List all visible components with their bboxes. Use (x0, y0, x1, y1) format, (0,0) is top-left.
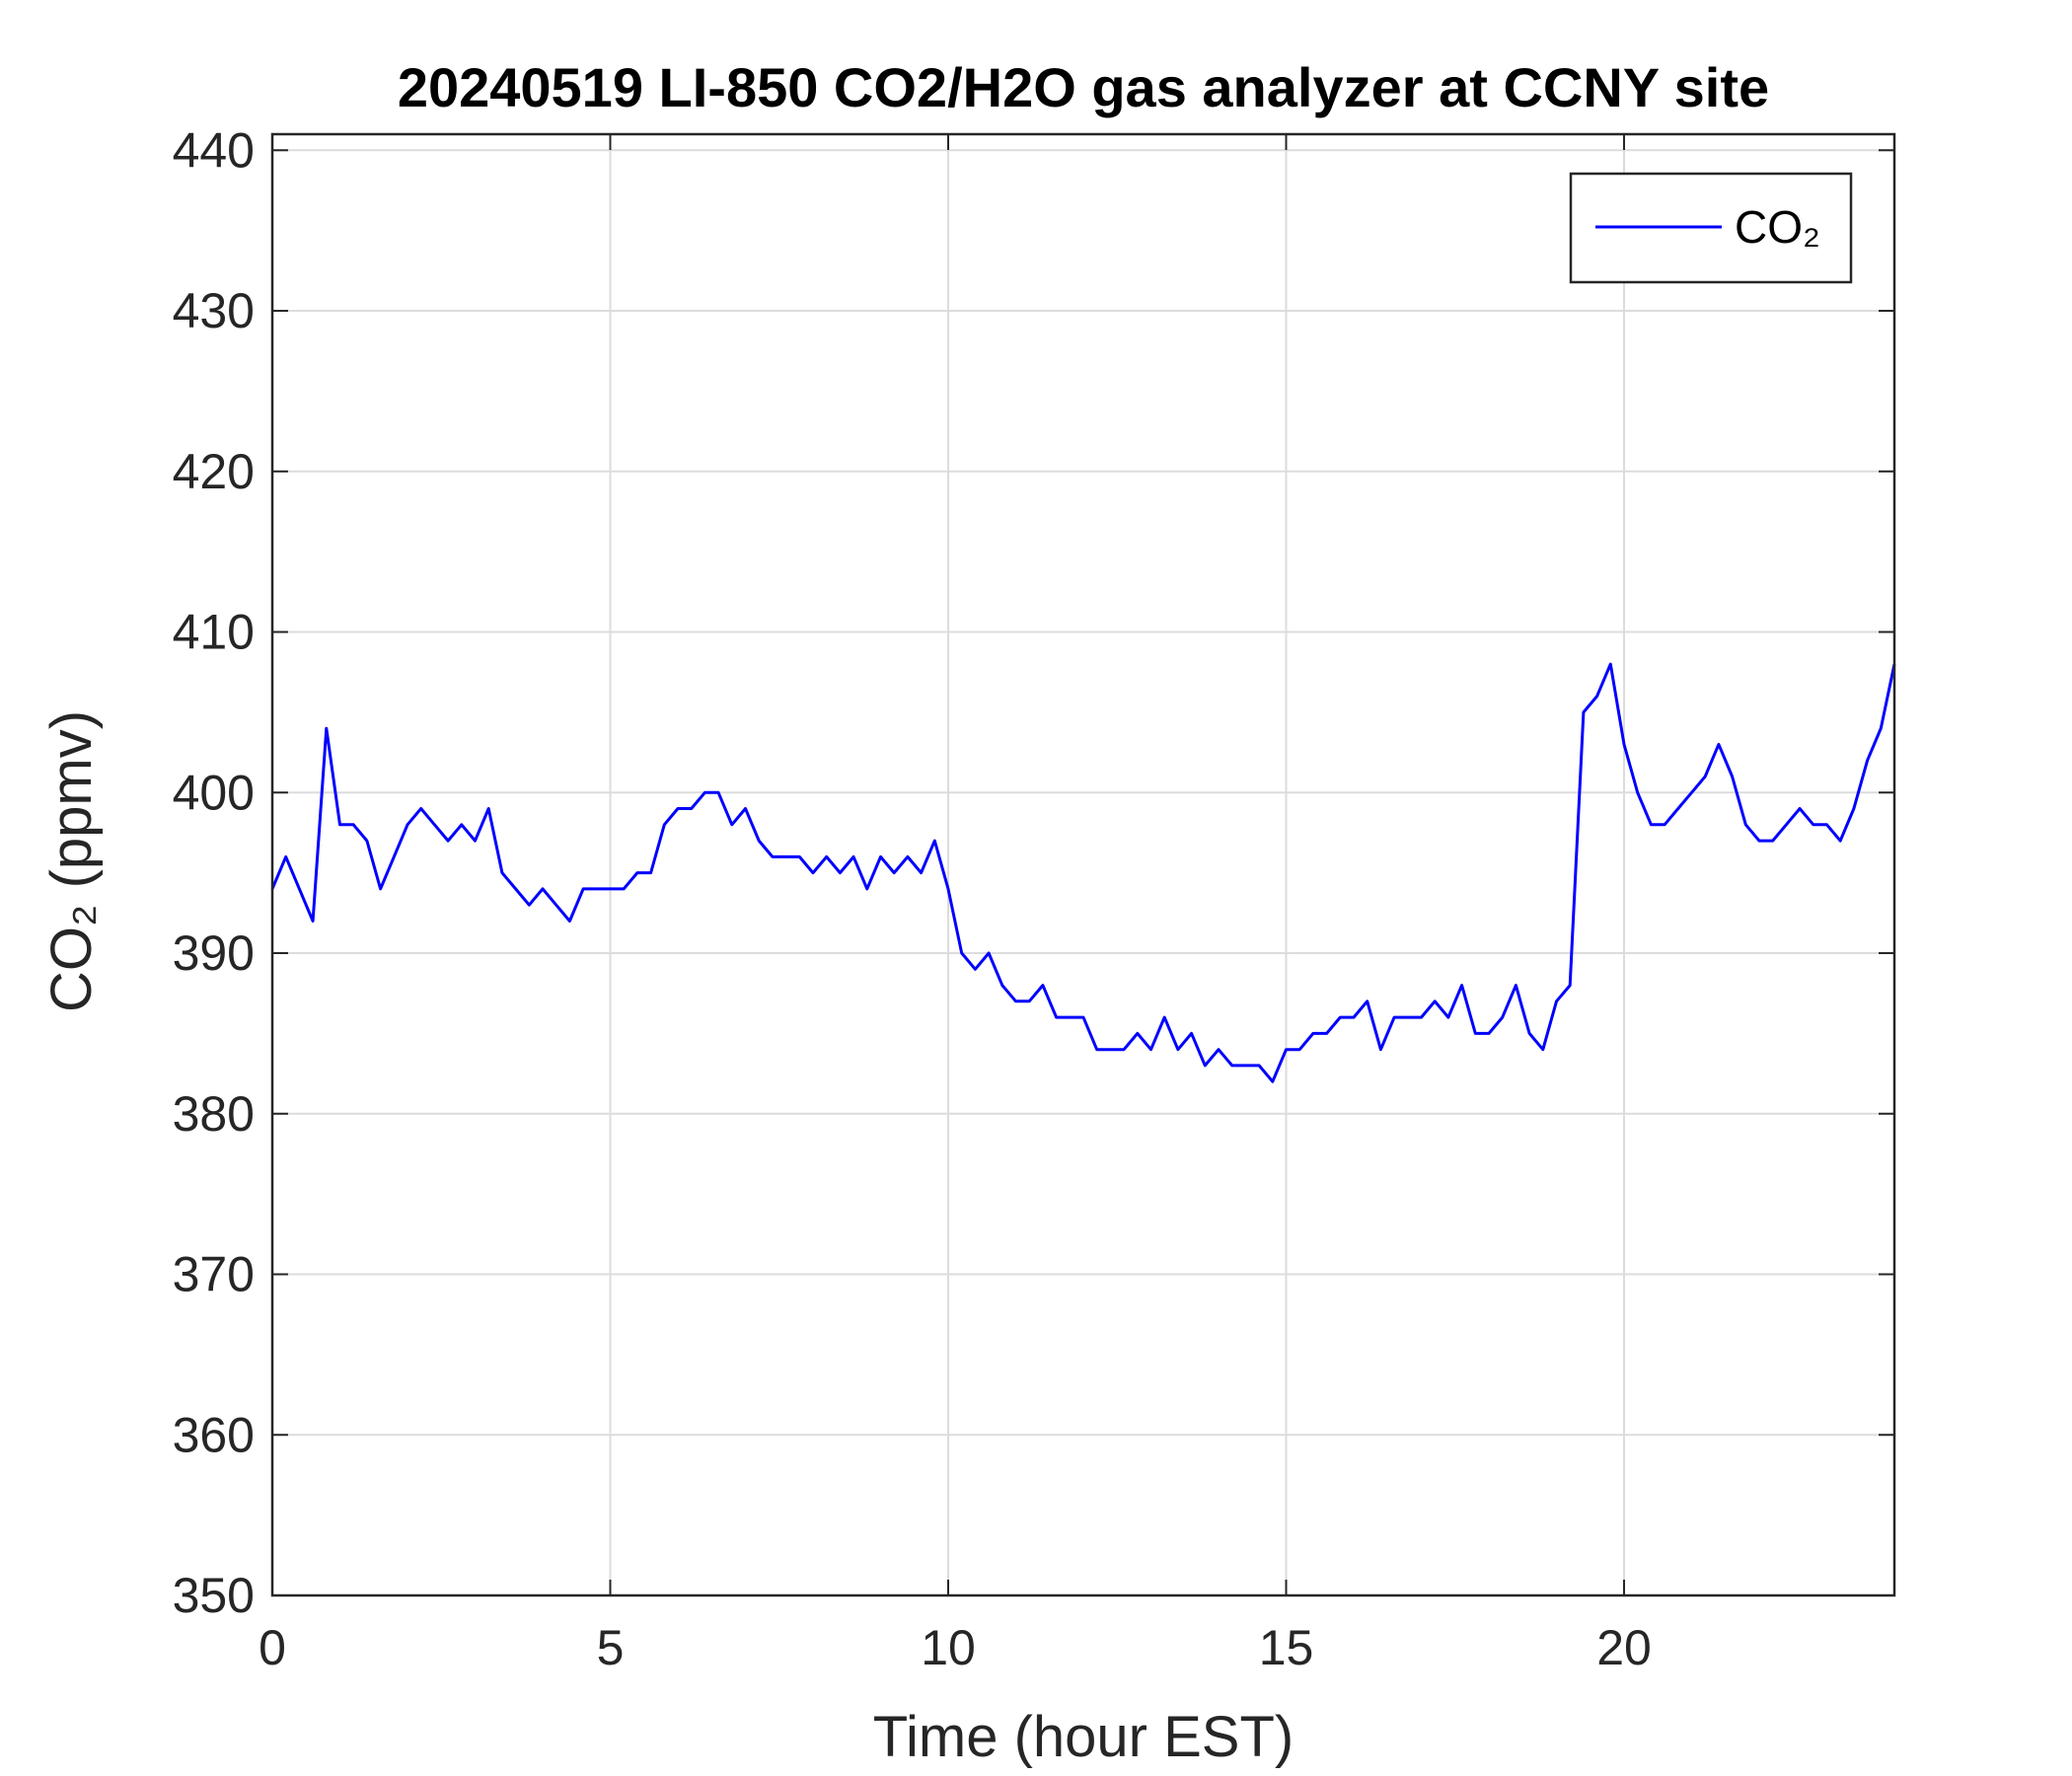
y-tick-label: 370 (173, 1247, 255, 1302)
x-axis-label: Time (hour EST) (873, 1705, 1294, 1769)
y-axis-label: CO₂ (ppmv) (39, 710, 104, 1012)
x-tick-label: 15 (1259, 1620, 1314, 1675)
y-tick-label: 420 (173, 444, 255, 499)
legend-label: CO₂ (1735, 201, 1820, 253)
y-tick-label: 430 (173, 283, 255, 338)
x-tick-label: 5 (597, 1620, 625, 1675)
data-line (270, 662, 1896, 1083)
x-tick-label: 20 (1596, 1620, 1652, 1675)
x-tick-label: 0 (259, 1620, 286, 1675)
y-tick-label: 360 (173, 1407, 255, 1462)
axes-box (270, 132, 1896, 1597)
y-tick-label: 350 (173, 1568, 255, 1623)
y-tick-label: 440 (173, 122, 255, 178)
y-tick-label: 380 (173, 1086, 255, 1142)
y-tick-label: 390 (173, 925, 255, 981)
x-tick-label: 10 (921, 1620, 976, 1675)
y-tick-label: 410 (173, 605, 255, 660)
y-tick-label: 400 (173, 765, 255, 820)
chart-title: 20240519 LI-850 CO2/H2O gas analyzer at … (398, 56, 1769, 118)
